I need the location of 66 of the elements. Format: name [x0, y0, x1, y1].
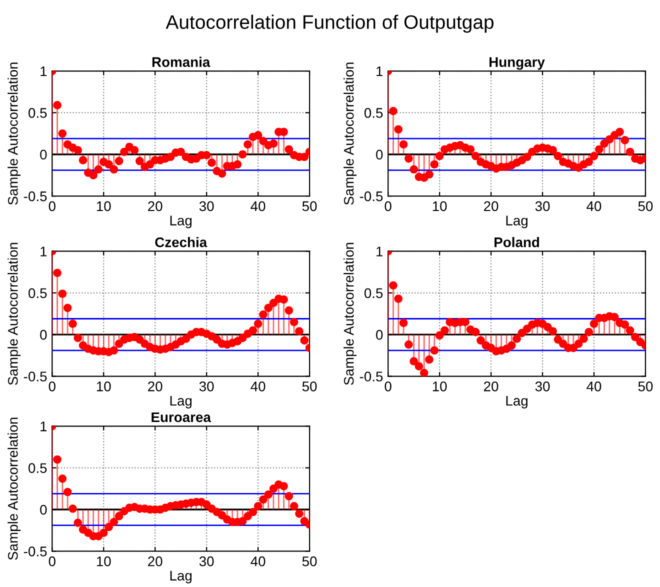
x-tick-label: 30	[199, 381, 214, 392]
x-tick-label: 20	[484, 201, 498, 212]
y-tick-label: 0.5	[28, 108, 47, 118]
y-axis-title: Sample Autocorrelation	[344, 62, 357, 205]
x-axis-title: Lag	[506, 396, 528, 408]
x-tick-label: 50	[638, 201, 653, 212]
chart-title: Czechia	[155, 237, 208, 248]
x-tick-label: 0	[48, 381, 56, 392]
y-tick-label: 0	[40, 330, 47, 340]
chart-title: Hungary	[490, 57, 545, 70]
x-tick-label: 30	[535, 201, 550, 212]
x-tick-label: 20	[484, 381, 498, 392]
y-tick-label: 0.5	[28, 288, 47, 298]
y-tick-label: 0	[40, 504, 47, 515]
x-tick-label: 40	[586, 381, 602, 392]
x-tick-label: 40	[586, 201, 602, 212]
y-tick-label: 1	[40, 422, 47, 432]
x-axis-title: Lag	[170, 396, 192, 408]
y-tick-label: 1	[40, 246, 47, 256]
x-tick-label: 0	[384, 381, 392, 392]
x-tick-label: 0	[384, 201, 392, 212]
x-tick-label: 30	[199, 556, 214, 566]
x-tick-label: 10	[96, 556, 111, 566]
x-tick-label: 30	[535, 381, 550, 392]
y-tick-label: -0.5	[360, 372, 383, 382]
x-tick-label: 10	[96, 201, 111, 212]
x-tick-label: 40	[250, 201, 266, 212]
x-tick-label: 40	[250, 556, 266, 566]
y-axis-title: Sample Autocorrelation	[8, 418, 21, 560]
y-tick-label: 0	[376, 330, 383, 340]
chart-title: Poland	[494, 237, 540, 248]
y-tick-label: -0.5	[24, 546, 47, 556]
x-tick-label: 30	[199, 201, 214, 212]
x-tick-label: 40	[250, 381, 266, 392]
y-tick-label: 0.5	[28, 463, 47, 474]
x-axis-title: Lag	[170, 216, 192, 228]
x-tick-label: 10	[96, 381, 111, 392]
y-tick-label: 0	[376, 150, 383, 160]
y-tick-label: 0	[40, 150, 47, 160]
x-tick-label: 0	[48, 556, 56, 566]
y-axis-title: Sample Autocorrelation	[8, 242, 21, 385]
x-tick-label: 10	[432, 381, 447, 392]
x-tick-label: 50	[302, 556, 317, 566]
y-tick-label: -0.5	[24, 191, 47, 202]
y-axis-title: Sample Autocorrelation	[344, 242, 357, 385]
x-tick-label: 50	[302, 381, 317, 392]
x-tick-label: 20	[148, 201, 162, 212]
text: Autocorrelation Function of Outputgap	[166, 14, 494, 33]
x-axis-title: Lag	[170, 570, 192, 584]
x-tick-label: 50	[302, 201, 317, 212]
y-tick-label: 1	[376, 246, 383, 256]
y-tick-label: -0.5	[360, 191, 383, 202]
x-tick-label: 20	[148, 381, 162, 392]
y-tick-label: 1	[40, 66, 47, 76]
y-axis-title: Sample Autocorrelation	[8, 62, 21, 205]
x-tick-label: 0	[48, 201, 56, 212]
chart-title: Romania	[152, 56, 210, 67]
chart-title: Euroarea	[152, 412, 212, 422]
y-tick-label: 0.5	[364, 108, 383, 118]
x-tick-label: 20	[148, 556, 162, 566]
y-tick-label: 0.5	[364, 288, 383, 298]
x-tick-label: 50	[638, 381, 653, 392]
x-axis-title: Lag	[506, 216, 528, 228]
y-tick-label: -0.5	[24, 372, 47, 382]
y-tick-label: 1	[376, 66, 383, 76]
x-tick-label: 10	[432, 201, 447, 212]
